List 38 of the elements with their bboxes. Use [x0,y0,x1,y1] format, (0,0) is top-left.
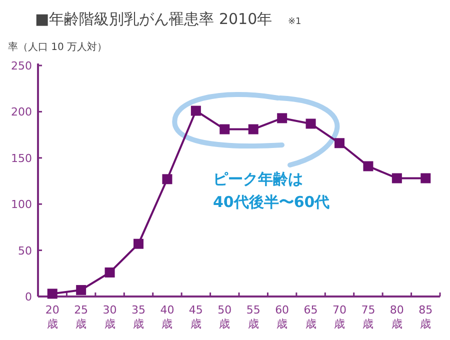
x-tick-label: 30歳 [102,304,117,330]
point [248,124,258,134]
x-tick-label: 35歳 [132,304,146,330]
x-tick-label: 80歳 [390,304,404,330]
x-tick-label: 50歳 [218,304,232,330]
x-tick-label: 85歳 [418,304,433,330]
chart-title: ■年齢階級別乳がん罹患率 2010年 [35,10,272,28]
point [363,161,374,172]
text: ※1 [288,17,302,27]
y-tick-label: 100 [11,198,32,212]
x-tick-label: 70歳 [332,304,346,330]
x-tick-label: 55歳 [246,304,260,330]
x-tick-label: 25歳 [74,304,88,330]
point [162,174,172,184]
y-axis-title: 率（人口 10 万人対） [8,41,108,53]
x-tick-label: 60歳 [275,304,290,330]
point [277,113,288,124]
point [220,124,230,134]
y-tick-label: 50 [18,244,32,258]
point [104,267,115,278]
point [334,138,344,148]
y-tick-label: 0 [25,290,32,304]
x-tick-label: 20歳 [45,304,60,330]
point [47,288,58,299]
y-tick-label: 150 [11,152,32,165]
point [420,173,431,184]
annotation: ピーク年齢は 40代後半〜60代 [213,169,330,213]
point [190,106,201,116]
point [134,238,144,249]
point [392,173,402,184]
point [76,285,86,296]
y-tick-label: 250 [11,60,32,72]
x-tick-label: 75歳 [361,304,376,330]
x-tick-label: 40歳 [160,304,174,330]
x-tick-label: 65歳 [304,304,318,330]
x-tick-label: 45歳 [188,304,203,330]
y-tick-label: 200 [11,106,32,119]
point [306,118,316,129]
